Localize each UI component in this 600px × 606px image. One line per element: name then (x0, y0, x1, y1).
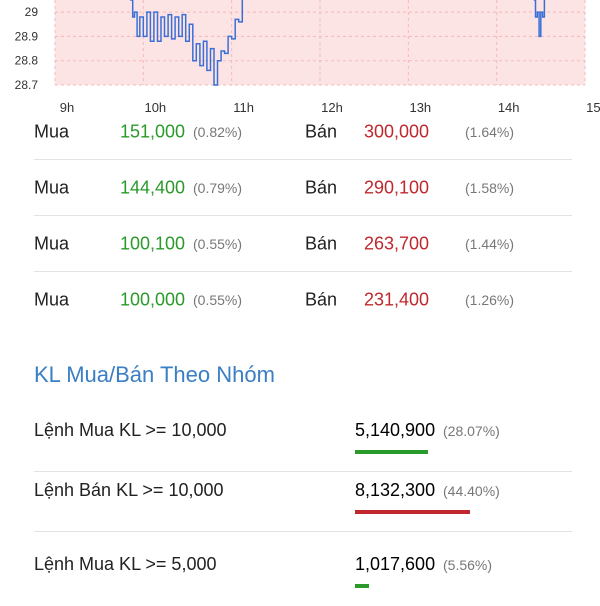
buy-percent: (0.79%) (193, 180, 243, 196)
row-divider (34, 531, 572, 532)
sell-label: Bán (305, 177, 338, 198)
y-tick-label: 28.8 (15, 54, 39, 68)
x-tick-label: 11h (233, 100, 254, 115)
group-volume: 5,140,900 (355, 420, 436, 440)
buy-percent: (0.55%) (193, 292, 243, 308)
row-divider (34, 159, 572, 160)
group-share-bar (355, 510, 470, 514)
y-tick-label: 28.9 (15, 29, 39, 43)
buy-label: Mua (34, 121, 70, 142)
sell-volume: 300,000 (364, 121, 430, 142)
group-share-bar (355, 450, 428, 454)
sell-label: Bán (305, 289, 338, 310)
row-divider (34, 471, 572, 472)
row-divider (34, 271, 572, 272)
sell-volume: 290,100 (364, 177, 430, 198)
intraday-price-chart: 9h 10h 11h 12h 13h 14h 15h 29 28.9 28.8 28.7 (15, 0, 600, 115)
buy-percent: (0.82%) (193, 124, 243, 140)
group-label: Lệnh Mua KL >= 5,000 (34, 554, 217, 574)
buy-percent: (0.55%) (193, 236, 243, 252)
row-divider (34, 215, 572, 216)
group-section-title: KL Mua/Bán Theo Nhóm (34, 362, 275, 387)
sell-volume: 231,400 (364, 289, 430, 310)
sell-percent: (1.26%) (465, 292, 515, 308)
group-volume: 1,017,600 (355, 554, 436, 574)
sell-percent: (1.64%) (465, 124, 515, 140)
group-percent: (28.07%) (443, 423, 500, 439)
group-label: Lệnh Mua KL >= 10,000 (34, 420, 227, 440)
group-row: Lệnh Mua KL >= 5,000 1,017,600 (5.56%) (0, 546, 600, 606)
sell-percent: (1.44%) (465, 236, 515, 252)
x-tick-label: 9h (60, 100, 74, 115)
group-label: Lệnh Bán KL >= 10,000 (34, 480, 224, 500)
price-line (130, 0, 244, 86)
group-percent: (5.56%) (443, 557, 493, 573)
buy-volume: 151,000 (120, 121, 186, 142)
group-volume: 8,132,300 (355, 480, 436, 500)
group-row: Lệnh Mua KL >= 10,000 5,140,900 (28.07%) (0, 412, 600, 472)
x-tick-label: 14h (498, 100, 520, 115)
buy-label: Mua (34, 233, 70, 254)
sell-label: Bán (305, 121, 338, 142)
group-percent: (44.40%) (443, 483, 500, 499)
sell-volume: 263,700 (364, 233, 430, 254)
x-tick-label: 12h (321, 100, 343, 115)
x-tick-label: 15h (586, 100, 600, 115)
x-tick-label: 13h (409, 100, 431, 115)
buy-volume: 100,000 (120, 289, 186, 310)
order-row: Mua 144,400 (0.79%) Bán 290,100 (1.58%) (0, 160, 600, 216)
order-row: Mua 151,000 (0.82%) Bán 300,000 (1.64%) (0, 104, 600, 160)
price-line (533, 0, 546, 38)
buy-label: Mua (34, 177, 70, 198)
order-row: Mua 100,000 (0.55%) Bán 231,400 (1.26%) (0, 272, 600, 328)
group-share-bar (355, 584, 369, 588)
y-tick-label: 28.7 (15, 78, 39, 92)
buy-volume: 100,100 (120, 233, 186, 254)
buy-label: Mua (34, 289, 70, 310)
group-row: Lệnh Bán KL >= 10,000 8,132,300 (44.40%) (0, 472, 600, 532)
order-row: Mua 100,100 (0.55%) Bán 263,700 (1.44%) (0, 216, 600, 272)
buy-volume: 144,400 (120, 177, 186, 198)
sell-label: Bán (305, 233, 338, 254)
sell-percent: (1.58%) (465, 180, 515, 196)
y-tick-label: 29 (25, 5, 39, 19)
x-tick-label: 10h (144, 100, 166, 115)
